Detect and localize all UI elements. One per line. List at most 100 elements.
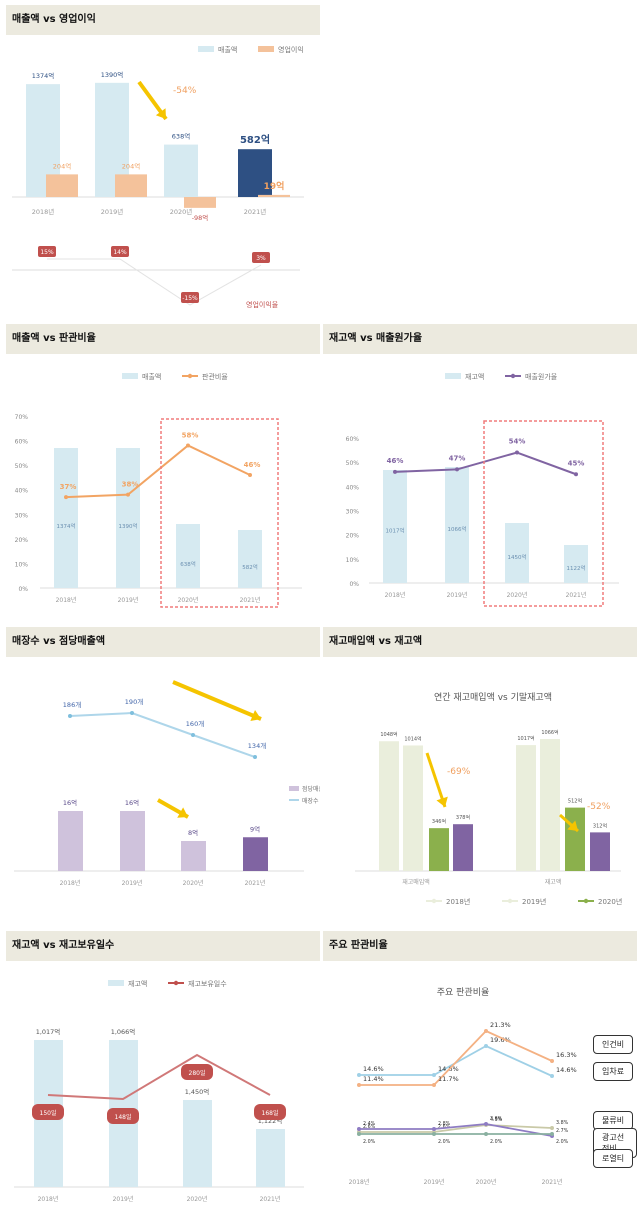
legend-swatch [198, 46, 214, 52]
x-tick-label: 2019년 [113, 1195, 134, 1203]
y-tick-label: 0% [349, 581, 359, 588]
days-line [47, 1053, 271, 1101]
sga-ratio-point [126, 492, 130, 497]
data-label-로열티: 2.0% [363, 1139, 376, 1145]
bar-2018년 [379, 741, 399, 871]
store-count-point [68, 714, 72, 718]
x-tick-label: 2018년 [56, 596, 77, 604]
bar-sales [238, 149, 272, 197]
sga-ratio-point [64, 495, 68, 500]
bar-2021년 [590, 832, 610, 871]
trend-arrow-head [567, 820, 578, 831]
bar-inventory [445, 467, 469, 583]
legend-swatch-marker [173, 980, 179, 986]
point-인건비 [432, 1073, 436, 1077]
cogs-ratio-line [394, 451, 577, 476]
x-tick-label: 2018년 [385, 591, 406, 599]
margin-label: 15% [40, 249, 54, 256]
legend-swatch [258, 46, 274, 52]
margin-label: 14% [113, 249, 127, 256]
data-label-sales: 638억 [172, 133, 190, 141]
data-label: 1066억 [541, 729, 558, 736]
data-label: 1017억 [517, 735, 534, 742]
x-tick-label: 2019년 [118, 596, 139, 604]
cogs-ratio-point [455, 467, 459, 472]
x-tick-label: 2019년 [447, 591, 468, 599]
bar-2018년 [516, 745, 536, 871]
store-count-point [130, 711, 134, 715]
panel-title: 재고액 vs 재고보유일수 [6, 931, 320, 961]
data-label-inventory: 1,450억 [185, 1088, 210, 1096]
data-label-광고선전비: 2.8% [438, 1121, 451, 1127]
chart-sales-vs-op-profit: 매출액 영업이익 1374억 1390억 638억 582억 204억 204억 -98억 19억… [12, 45, 304, 309]
x-tick-label: 2018년 [349, 1178, 370, 1186]
x-tick-label: 2021년 [245, 879, 266, 887]
margin-legend: 영업이익율 [246, 300, 279, 309]
point-인건비 [484, 1044, 488, 1048]
data-label-inventory: 1066억 [447, 525, 466, 533]
data-label-sga-ratio: 46% [244, 461, 261, 469]
legend-tag: 로열티 [593, 1149, 634, 1168]
data-label-store-count: 186개 [63, 700, 81, 709]
point-광고선전비 [357, 1127, 361, 1131]
legend-label: 점당매출액 [302, 785, 320, 793]
legend-tag: 임차료 [593, 1062, 634, 1081]
x-tick-label: 2019년 [424, 1178, 445, 1186]
days-label-box [107, 1108, 139, 1124]
bar-2020년 [429, 828, 449, 871]
data-label-cogs-ratio: 54% [509, 438, 526, 446]
x-tick-label: 2021년 [542, 1178, 563, 1186]
data-label-days: 168일 [262, 1109, 279, 1117]
panel-sales-vs-op-profit: 매출액 vs 영업이익 매출액 영업이익 1374억 1390억 638억 582억 204… [6, 5, 320, 313]
legend-swatch [289, 786, 299, 791]
data-label: 378억 [456, 814, 470, 821]
legend-swatch-marker [583, 898, 589, 904]
point-광고선전비 [432, 1127, 436, 1131]
data-label-sales-per-store: 16억 [125, 799, 139, 807]
x-tick-label: 2021년 [566, 591, 587, 599]
margin-label-box [252, 252, 270, 263]
data-label: 1048억 [380, 731, 397, 738]
data-label-cogs-ratio: 45% [568, 459, 585, 467]
y-tick-label: 0% [18, 586, 28, 593]
x-tick-label: 재고액 [545, 878, 562, 886]
x-tick-label: 2020년 [178, 596, 199, 604]
point-로열티 [484, 1132, 488, 1136]
y-tick-label: 30% [346, 509, 360, 516]
x-tick-label: 2020년 [507, 591, 528, 599]
legend-swatch [445, 373, 461, 379]
y-tick-label: 50% [15, 463, 29, 470]
data-label-cogs-ratio: 47% [449, 454, 466, 462]
legend-swatch-marker [431, 898, 437, 904]
chart-inventory-vs-cogs: 재고액 매출원가율 0% 10% 20% 30% 40% 50% 60% 1017억 1066억 14… [346, 372, 619, 607]
panel-title: 매출액 vs 판관비율 [6, 324, 320, 354]
point-광고선전비 [484, 1122, 488, 1126]
bar-2020년 [565, 807, 585, 871]
days-label-box [181, 1064, 213, 1080]
x-tick-label: 2018년 [60, 879, 81, 887]
data-label-inventory: 1,066억 [111, 1028, 136, 1036]
data-label-inventory: 1450억 [507, 553, 526, 561]
data-label-sales: 638억 [180, 560, 196, 568]
data-label-물류비: 2.6% [363, 1124, 376, 1130]
bar-sales [164, 144, 198, 197]
x-tick-label: 재고매입액 [402, 878, 430, 886]
bar-inventory [564, 545, 588, 583]
data-label-store-count: 134개 [248, 741, 266, 750]
trend-arrow-head [436, 796, 448, 807]
data-label-임차료: 11.4% [363, 1075, 384, 1083]
data-label-광고선전비: 3.6% [490, 1116, 503, 1122]
data-label-sales: 1390억 [101, 71, 124, 79]
data-label-days: 280일 [189, 1069, 206, 1077]
trend-arrow-shaft [172, 680, 262, 721]
bar-2019년 [403, 745, 423, 871]
chart-purchases-vs-inventory: 연간 재고매입액 vs 기말재고액 1048억 1017억 1014억 1066억 346… [355, 691, 622, 906]
legend-label: 영업이익 [278, 45, 304, 54]
legend-label: 매출원가율 [525, 372, 558, 381]
x-tick-label: 2018년 [38, 1195, 59, 1203]
legend-label: 2020년 [598, 897, 622, 906]
data-label-sga-ratio: 58% [182, 431, 199, 439]
data-label-days: 148일 [115, 1113, 132, 1121]
chart-title: 연간 재고매입액 vs 기말재고액 [434, 691, 552, 703]
panel-major-sga-ratios: 주요 판관비율 주요 판관비율 14.6% 14.6% 19.6% 14.6% 11.4%… [323, 931, 637, 1217]
